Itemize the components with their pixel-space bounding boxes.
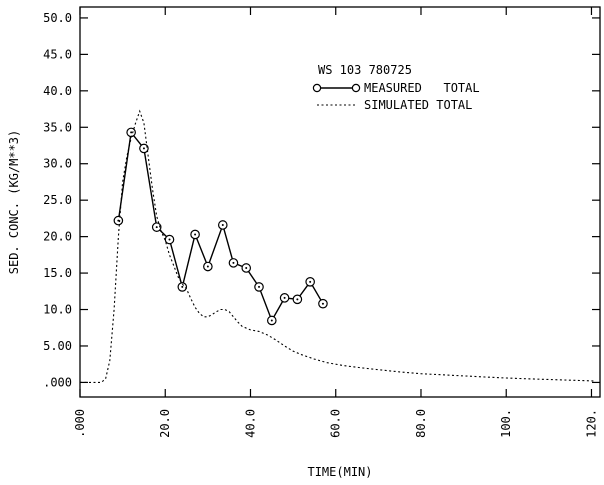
legend-header: WS 103 780725 xyxy=(318,63,412,77)
y-axis-label: SED. CONC. (KG/M**3) xyxy=(7,130,21,275)
measured-point-center xyxy=(206,265,209,268)
y-tick-label: 40.0 xyxy=(43,84,72,98)
legend: WS 103 780725 MEASURED TOTAL SIMULATED T… xyxy=(312,63,480,112)
measured-point-center xyxy=(155,226,158,229)
y-tick-label: 45.0 xyxy=(43,47,72,61)
measured-point-center xyxy=(142,147,145,150)
x-tick-label: 80.0 xyxy=(414,409,428,438)
legend-entry-measured: MEASURED TOTAL xyxy=(364,81,480,95)
legend-entry-simulated: SIMULATED TOTAL xyxy=(364,98,472,112)
measured-point-center xyxy=(283,296,286,299)
measured-point-center xyxy=(117,219,120,222)
x-tick-label: 120. xyxy=(584,409,598,438)
y-tick-label: 10.0 xyxy=(43,303,72,317)
measured-point-center xyxy=(130,131,133,134)
measured-point-center xyxy=(181,285,184,288)
measured-point-center xyxy=(245,266,248,269)
x-tick-label: .000 xyxy=(73,409,87,438)
simulated-total-line xyxy=(80,109,596,383)
x-tick-label: 60.0 xyxy=(329,409,343,438)
y-tick-label: 50.0 xyxy=(43,11,72,25)
measured-point-center xyxy=(221,223,224,226)
x-axis: .000 20.0 40.0 60.0 80.0 100. 120. xyxy=(73,7,598,438)
plot-frame xyxy=(79,6,601,398)
measured-point-center xyxy=(309,280,312,283)
y-tick-label: .000 xyxy=(43,375,72,389)
y-tick-label: 20.0 xyxy=(43,230,72,244)
x-tick-label: 100. xyxy=(499,409,513,438)
y-tick-label: 5.00 xyxy=(43,339,72,353)
measured-point-center xyxy=(258,285,261,288)
measured-point-center xyxy=(321,302,324,305)
y-tick-label: 15.0 xyxy=(43,266,72,280)
legend-measured-marker-left xyxy=(312,83,322,93)
legend-measured-marker-right xyxy=(351,83,361,93)
measured-point-center xyxy=(168,238,171,241)
measured-point-center xyxy=(296,298,299,301)
measured-point-center xyxy=(194,233,197,236)
measured-point-center xyxy=(232,261,235,264)
x-tick-label: 20.0 xyxy=(158,409,172,438)
x-tick-label: 40.0 xyxy=(243,409,257,438)
y-tick-label: 25.0 xyxy=(43,193,72,207)
measured-point-center xyxy=(270,319,273,322)
y-tick-label: 30.0 xyxy=(43,157,72,171)
x-axis-label: TIME(MIN) xyxy=(307,465,372,479)
y-axis: .000 5.00 10.0 15.0 20.0 25.0 30.0 35.0 40.0 45.0… xyxy=(43,11,600,389)
series-layer xyxy=(80,109,596,383)
y-tick-label: 35.0 xyxy=(43,120,72,134)
